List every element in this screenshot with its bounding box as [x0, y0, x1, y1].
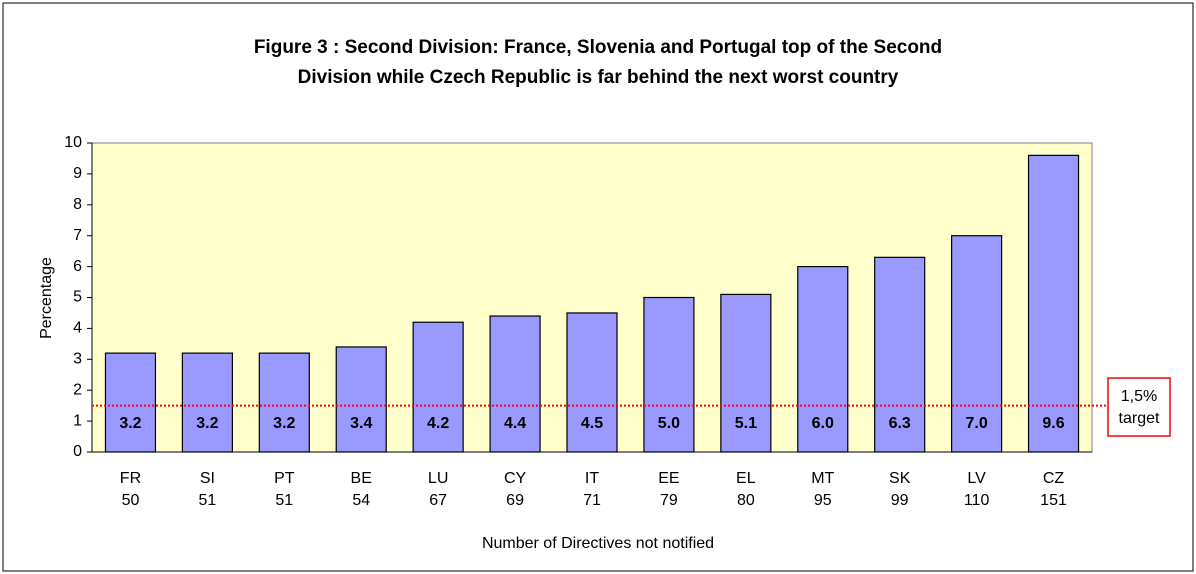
x-tick-sublabel: 69	[506, 492, 524, 509]
data-label: 3.2	[196, 415, 218, 432]
annotation: 1,5%	[1121, 388, 1157, 405]
x-tick-sublabel: 50	[122, 492, 140, 509]
x-tick-label: CZ	[1043, 470, 1065, 487]
y-tick-label: 0	[73, 443, 82, 460]
x-tick-label: EL	[736, 470, 756, 487]
y-axis-label: Percentage	[38, 257, 55, 339]
x-tick-label: LV	[967, 470, 986, 487]
data-label: 4.4	[504, 415, 526, 432]
x-tick-sublabel: 71	[583, 492, 601, 509]
x-tick-sublabel: 67	[429, 492, 447, 509]
y-tick-label: 1	[73, 412, 82, 429]
x-tick-label: FR	[120, 470, 141, 487]
x-axis-label: Number of Directives not notified	[482, 535, 714, 552]
data-label: 4.2	[427, 415, 449, 432]
x-tick-sublabel: 110	[964, 492, 990, 509]
bar	[566, 312, 618, 453]
x-tick-label: SK	[889, 470, 911, 487]
data-label: 3.2	[119, 415, 141, 432]
data-label: 4.5	[581, 415, 603, 432]
chart-title: Figure 3 : Second Division: France, Slov…	[254, 37, 942, 58]
x-tick-sublabel: 51	[198, 492, 216, 509]
x-tick-sublabel: 79	[660, 492, 678, 509]
bar	[335, 346, 387, 453]
annotation-box	[1107, 377, 1171, 437]
data-label: 3.4	[350, 415, 372, 432]
y-tick-label: 8	[73, 196, 82, 213]
bar	[1027, 154, 1080, 453]
data-label: 6.3	[889, 415, 911, 432]
x-tick-sublabel: 95	[814, 492, 832, 509]
bar	[489, 315, 541, 453]
x-tick-sublabel: 99	[891, 492, 909, 509]
data-label: 7.0	[965, 415, 987, 432]
x-tick-sublabel: 51	[275, 492, 293, 509]
y-tick-label: 7	[73, 227, 82, 244]
bar	[258, 352, 310, 453]
y-tick-label: 6	[73, 258, 82, 275]
bar	[412, 321, 464, 453]
x-tick-label: SI	[200, 470, 215, 487]
x-tick-label: CY	[504, 470, 527, 487]
y-tick-label: 3	[73, 351, 82, 368]
x-tick-label: LU	[428, 470, 448, 487]
x-tick-sublabel: 54	[352, 492, 370, 509]
chart-title: Division while Czech Republic is far beh…	[298, 67, 899, 88]
data-label: 6.0	[812, 415, 834, 432]
bar	[951, 235, 1003, 453]
x-tick-label: MT	[811, 470, 834, 487]
data-label: 5.1	[735, 415, 757, 432]
x-tick-label: BE	[351, 470, 372, 487]
y-tick-label: 5	[73, 289, 82, 306]
x-tick-sublabel: 151	[1040, 492, 1067, 509]
bar	[104, 352, 157, 453]
y-tick-label: 9	[73, 165, 82, 182]
bar	[874, 256, 926, 453]
x-tick-label: IT	[585, 470, 599, 487]
x-tick-label: PT	[274, 470, 295, 487]
bar	[181, 352, 233, 453]
y-tick-label: 10	[64, 134, 82, 151]
y-tick-label: 4	[73, 320, 82, 337]
data-label: 9.6	[1042, 415, 1064, 432]
data-label: 3.2	[273, 415, 295, 432]
x-tick-sublabel: 80	[737, 492, 755, 509]
y-tick-label: 2	[73, 381, 82, 398]
bar	[797, 266, 849, 453]
data-label: 5.0	[658, 415, 680, 432]
x-tick-label: EE	[658, 470, 679, 487]
annotation: target	[1119, 410, 1160, 427]
